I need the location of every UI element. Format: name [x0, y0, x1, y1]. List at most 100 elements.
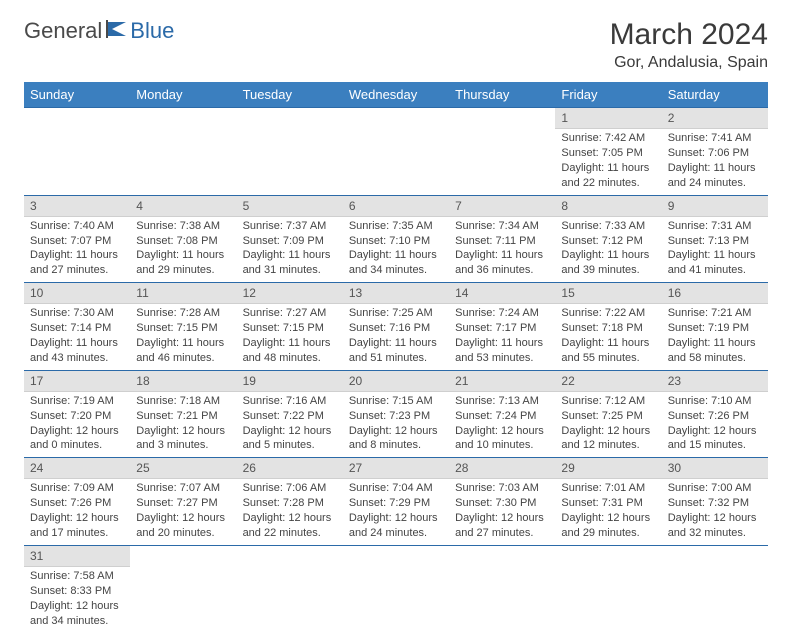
- day-ss: Sunset: 7:26 PM: [30, 496, 124, 511]
- day-sr: Sunrise: 7:00 AM: [668, 481, 762, 496]
- day-d2: and 41 minutes.: [668, 263, 762, 278]
- day-d1: Daylight: 11 hours: [668, 161, 762, 176]
- day-sr: Sunrise: 7:21 AM: [668, 306, 762, 321]
- day-number: 5: [243, 199, 250, 213]
- day-d2: and 8 minutes.: [349, 438, 443, 453]
- day-d2: and 31 minutes.: [243, 263, 337, 278]
- day-number-row: 24252627282930: [24, 458, 768, 479]
- day-d1: Daylight: 11 hours: [561, 248, 655, 263]
- day-number-row: 10111213141516: [24, 283, 768, 304]
- day-ss: Sunset: 7:29 PM: [349, 496, 443, 511]
- day-sr: Sunrise: 7:33 AM: [561, 219, 655, 234]
- day-number: 26: [243, 461, 256, 475]
- day-content-cell: Sunrise: 7:06 AMSunset: 7:28 PMDaylight:…: [237, 479, 343, 545]
- day-d1: Daylight: 11 hours: [668, 336, 762, 351]
- day-number-cell: 16: [662, 283, 768, 304]
- weekday-header: Thursday: [449, 82, 555, 108]
- day-number-cell: 9: [662, 195, 768, 216]
- day-content-row: Sunrise: 7:42 AMSunset: 7:05 PMDaylight:…: [24, 129, 768, 195]
- day-number: 13: [349, 286, 362, 300]
- day-d2: and 22 minutes.: [561, 176, 655, 191]
- day-number-cell: 21: [449, 370, 555, 391]
- day-content-cell: Sunrise: 7:15 AMSunset: 7:23 PMDaylight:…: [343, 391, 449, 457]
- day-sr: Sunrise: 7:37 AM: [243, 219, 337, 234]
- day-number-cell: 17: [24, 370, 130, 391]
- day-ss: Sunset: 7:24 PM: [455, 409, 549, 424]
- day-d1: Daylight: 12 hours: [30, 511, 124, 526]
- day-number-cell: 28: [449, 458, 555, 479]
- day-content-cell: Sunrise: 7:04 AMSunset: 7:29 PMDaylight:…: [343, 479, 449, 545]
- day-number-cell: 11: [130, 283, 236, 304]
- day-d1: Daylight: 11 hours: [349, 248, 443, 263]
- day-sr: Sunrise: 7:12 AM: [561, 394, 655, 409]
- day-d2: and 29 minutes.: [561, 526, 655, 541]
- day-number-cell: 7: [449, 195, 555, 216]
- day-content-cell: Sunrise: 7:40 AMSunset: 7:07 PMDaylight:…: [24, 216, 130, 282]
- day-content-cell: Sunrise: 7:21 AMSunset: 7:19 PMDaylight:…: [662, 304, 768, 370]
- day-number-cell: 4: [130, 195, 236, 216]
- day-content-cell: Sunrise: 7:31 AMSunset: 7:13 PMDaylight:…: [662, 216, 768, 282]
- day-sr: Sunrise: 7:41 AM: [668, 131, 762, 146]
- day-d1: Daylight: 11 hours: [243, 336, 337, 351]
- flag-icon: [106, 20, 128, 43]
- day-sr: Sunrise: 7:04 AM: [349, 481, 443, 496]
- day-number: 28: [455, 461, 468, 475]
- day-number: 8: [561, 199, 568, 213]
- day-d1: Daylight: 12 hours: [349, 424, 443, 439]
- day-ss: Sunset: 7:05 PM: [561, 146, 655, 161]
- day-number-cell: 10: [24, 283, 130, 304]
- day-ss: Sunset: 7:28 PM: [243, 496, 337, 511]
- weekday-header-row: SundayMondayTuesdayWednesdayThursdayFrid…: [24, 82, 768, 108]
- day-ss: Sunset: 7:11 PM: [455, 234, 549, 249]
- day-number: 22: [561, 374, 574, 388]
- day-content-cell: Sunrise: 7:10 AMSunset: 7:26 PMDaylight:…: [662, 391, 768, 457]
- day-sr: Sunrise: 7:24 AM: [455, 306, 549, 321]
- day-number-cell: 25: [130, 458, 236, 479]
- day-d1: Daylight: 12 hours: [136, 424, 230, 439]
- day-sr: Sunrise: 7:13 AM: [455, 394, 549, 409]
- day-content-row: Sunrise: 7:09 AMSunset: 7:26 PMDaylight:…: [24, 479, 768, 545]
- day-number: 2: [668, 111, 675, 125]
- day-content-cell: Sunrise: 7:12 AMSunset: 7:25 PMDaylight:…: [555, 391, 661, 457]
- day-number: 24: [30, 461, 43, 475]
- day-number: 19: [243, 374, 256, 388]
- day-ss: Sunset: 7:25 PM: [561, 409, 655, 424]
- day-number: 11: [136, 286, 148, 300]
- day-content-cell: [449, 129, 555, 195]
- day-sr: Sunrise: 7:01 AM: [561, 481, 655, 496]
- day-sr: Sunrise: 7:18 AM: [136, 394, 230, 409]
- day-sr: Sunrise: 7:19 AM: [30, 394, 124, 409]
- day-content-cell: Sunrise: 7:28 AMSunset: 7:15 PMDaylight:…: [130, 304, 236, 370]
- brand-logo: General Blue: [24, 18, 174, 44]
- day-number: 20: [349, 374, 362, 388]
- day-d1: Daylight: 12 hours: [349, 511, 443, 526]
- day-d1: Daylight: 12 hours: [30, 599, 124, 614]
- day-ss: Sunset: 7:23 PM: [349, 409, 443, 424]
- day-number: 3: [30, 199, 37, 213]
- day-sr: Sunrise: 7:15 AM: [349, 394, 443, 409]
- day-ss: Sunset: 7:06 PM: [668, 146, 762, 161]
- day-number-row: 31: [24, 545, 768, 566]
- day-content-cell: Sunrise: 7:16 AMSunset: 7:22 PMDaylight:…: [237, 391, 343, 457]
- day-d1: Daylight: 11 hours: [561, 336, 655, 351]
- day-d2: and 5 minutes.: [243, 438, 337, 453]
- day-d2: and 15 minutes.: [668, 438, 762, 453]
- day-sr: Sunrise: 7:38 AM: [136, 219, 230, 234]
- day-content-cell: Sunrise: 7:18 AMSunset: 7:21 PMDaylight:…: [130, 391, 236, 457]
- day-number: 29: [561, 461, 574, 475]
- day-number-cell: 24: [24, 458, 130, 479]
- calendar-table: SundayMondayTuesdayWednesdayThursdayFrid…: [24, 82, 768, 632]
- day-content-cell: Sunrise: 7:24 AMSunset: 7:17 PMDaylight:…: [449, 304, 555, 370]
- day-number-cell: [130, 108, 236, 129]
- day-ss: Sunset: 7:31 PM: [561, 496, 655, 511]
- day-d2: and 48 minutes.: [243, 351, 337, 366]
- day-ss: Sunset: 7:19 PM: [668, 321, 762, 336]
- day-content-cell: Sunrise: 7:35 AMSunset: 7:10 PMDaylight:…: [343, 216, 449, 282]
- day-number-cell: 2: [662, 108, 768, 129]
- day-number-cell: 12: [237, 283, 343, 304]
- day-content-cell: Sunrise: 7:13 AMSunset: 7:24 PMDaylight:…: [449, 391, 555, 457]
- day-content-cell: [130, 567, 236, 632]
- day-content-cell: Sunrise: 7:27 AMSunset: 7:15 PMDaylight:…: [237, 304, 343, 370]
- calendar-body: 12 Sunrise: 7:42 AMSunset: 7:05 PMDayligh…: [24, 108, 768, 632]
- day-d2: and 24 minutes.: [349, 526, 443, 541]
